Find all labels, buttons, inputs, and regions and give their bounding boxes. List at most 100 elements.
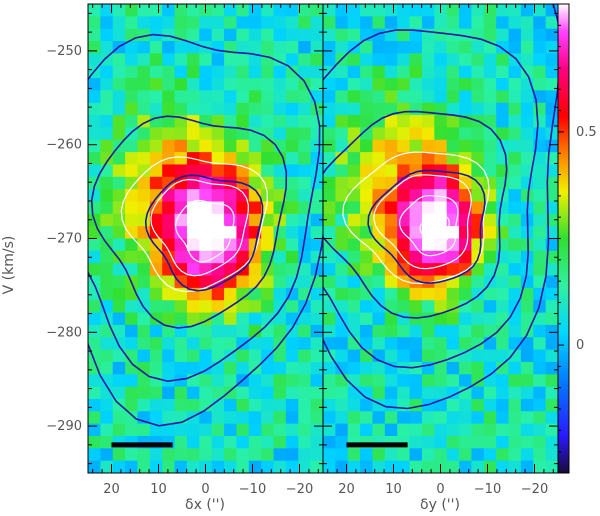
heatmap-cell	[310, 139, 323, 153]
heatmap-cell	[545, 16, 558, 30]
heatmap-cell	[310, 4, 323, 17]
heatmap-cell	[273, 28, 287, 42]
heatmap-cell	[533, 361, 547, 375]
heatmap-cell	[483, 238, 497, 252]
heatmap-cell	[236, 53, 250, 67]
heatmap-cell	[434, 287, 448, 301]
heatmap-cell	[335, 324, 349, 338]
heatmap-cell	[137, 65, 151, 79]
heatmap-cell	[186, 226, 200, 240]
heatmap-cell	[434, 361, 448, 375]
heatmap-cell	[508, 189, 522, 203]
heatmap-cell	[397, 201, 411, 215]
heatmap-cell	[298, 448, 312, 462]
heatmap-cell	[224, 28, 238, 42]
heatmap-cell	[446, 90, 460, 104]
heatmap-cell	[162, 115, 176, 129]
heatmap-cell	[100, 337, 114, 351]
heatmap-cell	[285, 176, 299, 190]
heatmap-cell	[125, 263, 139, 277]
heatmap-cell	[162, 263, 176, 277]
heatmap-cell	[285, 349, 299, 363]
heatmap-cell	[360, 189, 374, 203]
heatmap-cell	[248, 4, 262, 17]
heatmap-cell	[149, 176, 163, 190]
heatmap-cell	[186, 53, 200, 67]
heatmap-cell	[520, 398, 534, 412]
heatmap-cell	[298, 337, 312, 351]
heatmap-cell	[88, 53, 101, 67]
heatmap-cell	[323, 398, 336, 412]
heatmap-cell	[347, 238, 361, 252]
heatmap-cell	[446, 41, 460, 54]
heatmap-cell	[261, 374, 275, 388]
heatmap-cell	[384, 411, 398, 425]
x-tick-label: −20	[286, 482, 313, 497]
heatmap-cell	[199, 115, 213, 129]
heatmap-cell	[446, 324, 460, 338]
heatmap-cell	[112, 460, 126, 473]
heatmap-cell	[298, 411, 312, 425]
heatmap-cell	[261, 78, 275, 91]
heatmap-cell	[273, 386, 287, 400]
heatmap-cell	[162, 201, 176, 215]
heatmap-cell	[496, 201, 510, 215]
heatmap-cell	[421, 448, 435, 462]
heatmap-cell	[224, 312, 238, 326]
heatmap-cell	[508, 4, 522, 17]
heatmap-cell	[100, 213, 114, 227]
heatmap-cell	[533, 275, 547, 289]
heatmap-cell	[384, 16, 398, 30]
heatmap-cell	[236, 28, 250, 42]
heatmap-cell	[520, 53, 534, 67]
heatmap-cell	[149, 411, 163, 425]
heatmap-cell	[125, 152, 139, 166]
heatmap-cell	[409, 102, 423, 116]
heatmap-cell	[421, 53, 435, 67]
heatmap-cell	[545, 53, 558, 67]
heatmap-cell	[224, 90, 238, 104]
contour-line	[367, 169, 486, 284]
heatmap-cell	[125, 4, 139, 17]
heatmap-cell	[298, 4, 312, 17]
heatmap-cell	[199, 337, 213, 351]
heatmap-cell	[261, 448, 275, 462]
heatmap-cell	[273, 361, 287, 375]
heatmap-cell	[236, 41, 250, 54]
heatmap-cell	[149, 275, 163, 289]
heatmap-cell	[434, 127, 448, 141]
heatmap-cell	[88, 16, 101, 30]
heatmap-cell	[100, 90, 114, 104]
heatmap-cell	[335, 139, 349, 153]
heatmap-cell	[162, 164, 176, 178]
heatmap-cell	[434, 152, 448, 166]
heatmap-cell	[372, 127, 386, 141]
heatmap-cell	[162, 300, 176, 314]
heatmap-cell	[508, 139, 522, 153]
heatmap-cell	[285, 164, 299, 178]
heatmap-cell	[471, 300, 485, 314]
heatmap-cell	[174, 78, 188, 91]
heatmap-cell	[483, 4, 497, 17]
x-tick-label: −10	[239, 482, 266, 497]
heatmap-cell	[446, 78, 460, 91]
heatmap-cell	[471, 312, 485, 326]
heatmap-cell	[248, 349, 262, 363]
heatmap-cell	[533, 152, 547, 166]
heatmap-cell	[496, 300, 510, 314]
heatmap-cell	[310, 28, 323, 42]
heatmap-cell	[273, 263, 287, 277]
heatmap-cell	[261, 164, 275, 178]
heatmap-cell	[211, 90, 225, 104]
heatmap-cell	[409, 287, 423, 301]
heatmap-cell	[471, 411, 485, 425]
heatmap-cell	[100, 53, 114, 67]
heatmap-cell	[409, 65, 423, 79]
heatmap-cell	[298, 312, 312, 326]
heatmap-cell	[236, 65, 250, 79]
heatmap-cell	[372, 65, 386, 79]
heatmap-cell	[421, 213, 435, 227]
heatmap-cell	[88, 189, 101, 203]
ticks-right	[323, 4, 558, 473]
heatmap-cell	[335, 65, 349, 79]
